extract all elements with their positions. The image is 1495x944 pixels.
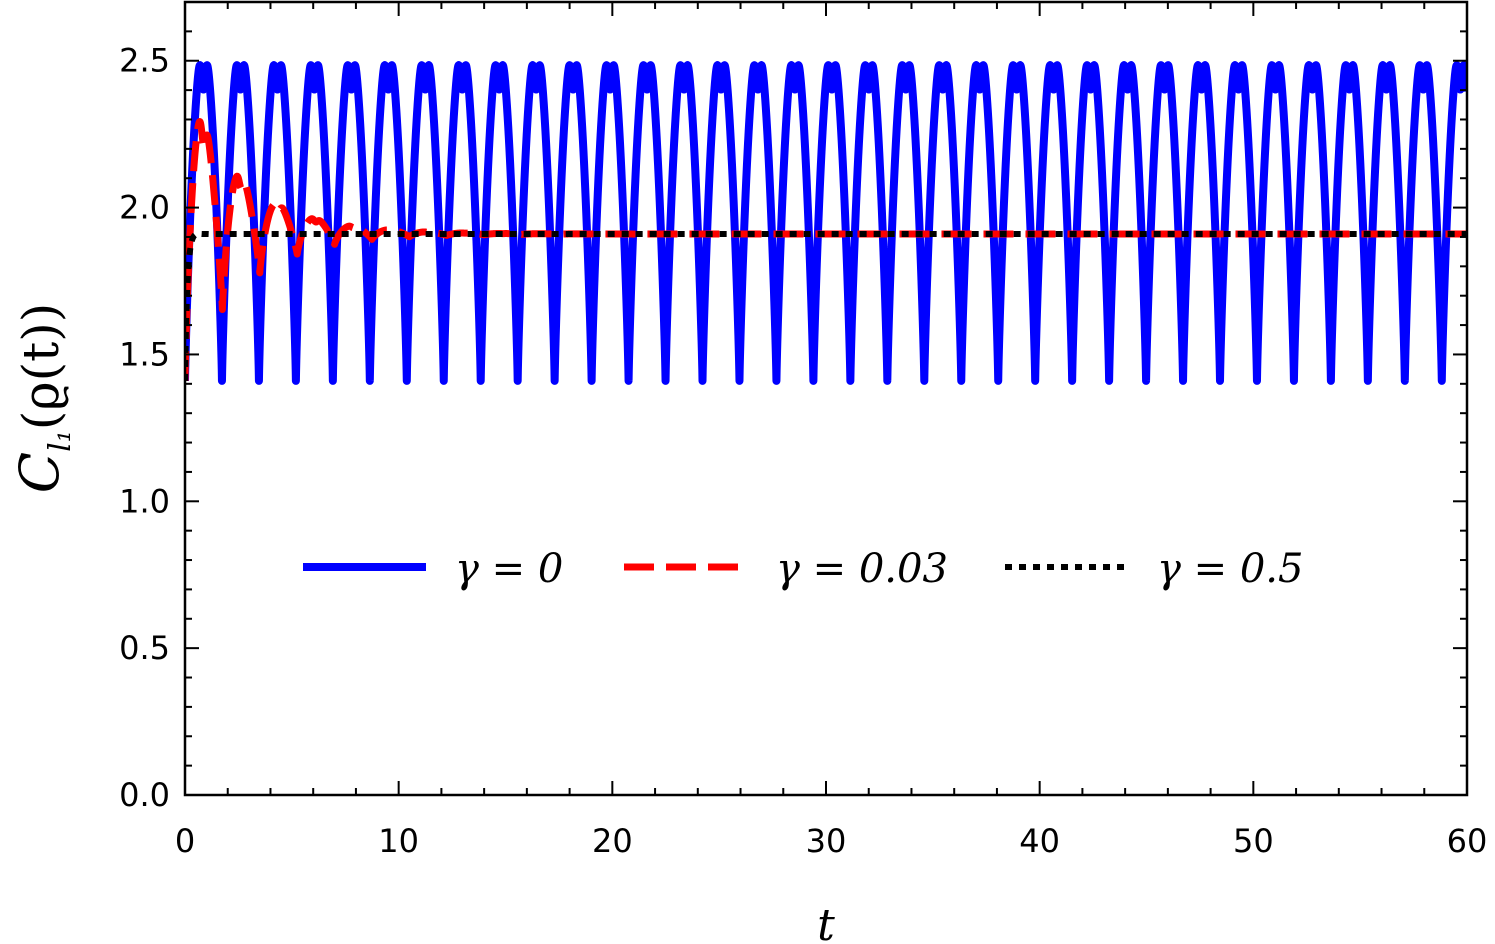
legend-label-2: γ = 0.5 xyxy=(1157,546,1303,592)
x-tick-label: 30 xyxy=(806,822,847,860)
y-tick-label: 0.5 xyxy=(119,629,170,667)
series-layer xyxy=(185,61,1467,385)
ticks-layer: 0 10 20 30 40 50 60 0.0 0.5 1.0 1.5 2.0 2.5 xyxy=(119,0,1488,860)
y-tick-label: 2.0 xyxy=(119,189,170,227)
y-tick-label: 1.0 xyxy=(119,482,170,520)
series-line-0 xyxy=(185,61,1467,385)
x-tick-label: 20 xyxy=(592,822,633,860)
series-line-2 xyxy=(185,230,1467,381)
x-tick-label: 10 xyxy=(378,822,419,860)
svg-text:Cl₁(ϱ(t)): Cl₁(ϱ(t)) xyxy=(8,303,78,493)
x-tick-label: 0 xyxy=(175,822,195,860)
legend-label-0: γ = 0 xyxy=(455,546,563,592)
legend: γ = 0 γ = 0.03 γ = 0.5 xyxy=(303,546,1303,592)
y-axis-label-subscript: l₁ xyxy=(43,430,78,452)
y-tick-label: 1.5 xyxy=(119,335,170,373)
y-axis-label: Cl₁(ϱ(t)) xyxy=(8,303,78,493)
legend-label-1: γ = 0.03 xyxy=(776,546,948,592)
y-tick-label: 2.5 xyxy=(119,42,170,80)
x-tick-label: 40 xyxy=(1019,822,1060,860)
y-axis-label-main: C xyxy=(8,452,71,493)
y-tick-label: 0.0 xyxy=(119,776,170,814)
x-tick-label: 60 xyxy=(1447,822,1488,860)
x-tick-label: 50 xyxy=(1233,822,1274,860)
x-axis-label: t xyxy=(817,900,835,944)
y-axis-label-argument: (ϱ(t)) xyxy=(12,303,70,431)
